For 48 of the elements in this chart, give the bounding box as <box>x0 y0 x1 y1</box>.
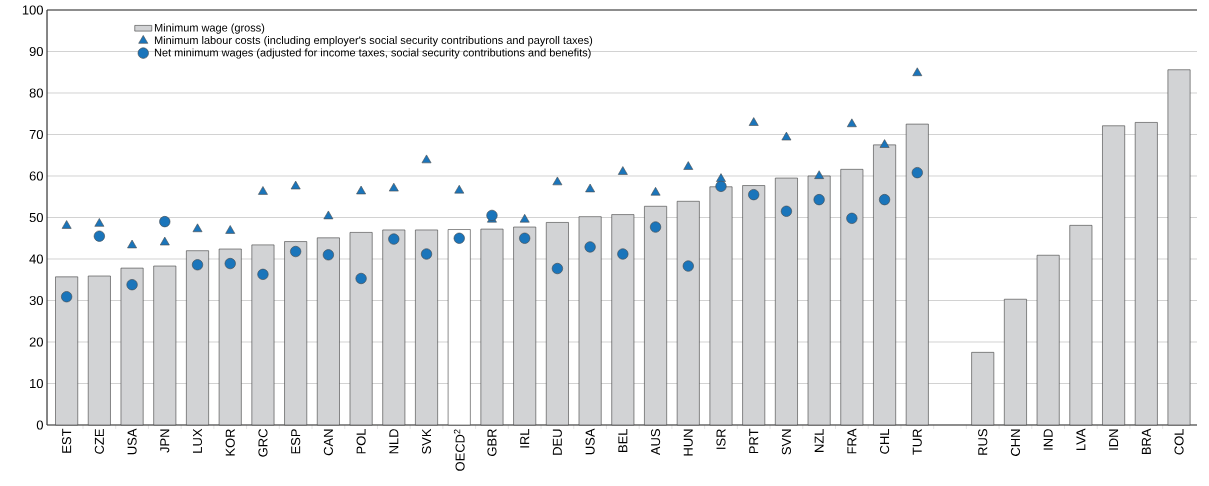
x-tick-label: GBR <box>487 429 497 456</box>
x-tick-label: POL <box>356 428 366 454</box>
x-tick-label: ISR <box>716 429 726 449</box>
x-tick-label: CHL <box>879 428 890 454</box>
x-tick-label: BEL <box>618 428 628 452</box>
legend-label: Minimum wage (gross) <box>154 23 265 34</box>
x-tick-label: CAN <box>323 429 333 456</box>
legend-label: Minimum labour costs (including employer's social security contributions and payroll taxes) <box>154 35 593 47</box>
x-tick-label: RUS <box>978 429 988 455</box>
x-tick-label: LVA <box>1076 428 1086 450</box>
x-tick-label: IDN <box>1109 429 1119 450</box>
x-tick-label: LUX <box>193 428 203 453</box>
x-tick-label: NZL <box>814 428 824 452</box>
y-tick-label: 50 <box>29 212 43 223</box>
x-tick-label: USA <box>127 428 137 455</box>
x-tick-label: JPN <box>160 429 170 453</box>
x-tick-label: CHN <box>1010 429 1021 456</box>
x-tick-label: OECD$^{2}$ <box>453 429 465 471</box>
x-tick-label: NLD <box>389 429 399 454</box>
x-tick-label: GRC <box>258 429 268 457</box>
x-tick-label: PRT <box>749 428 759 454</box>
y-tick-label: 100 <box>22 5 43 15</box>
x-tick-label: EST <box>62 428 72 453</box>
x-tick-label: FRA <box>847 428 857 454</box>
y-tick-label: 90 <box>29 46 43 57</box>
x-tick-label: BRA <box>1141 428 1151 455</box>
x-tick-label: USA <box>585 428 595 455</box>
x-tick-label: CZE <box>94 429 104 454</box>
x-tick-label: AUS <box>650 429 661 456</box>
x-tick-label: TUR <box>912 429 922 455</box>
y-tick-label: 40 <box>29 254 43 264</box>
y-tick-label: 60 <box>29 171 43 181</box>
y-tick-label: 0 <box>36 420 43 430</box>
x-tick-label: KOR <box>225 429 235 456</box>
x-tick-label: SVN <box>781 429 791 455</box>
x-tick-label: ESP <box>291 429 301 454</box>
x-tick-label: HUN <box>683 429 693 456</box>
y-tick-label: 70 <box>29 129 43 140</box>
y-tick-label: 30 <box>29 295 43 306</box>
x-tick-label: DEU <box>552 429 562 455</box>
y-tick-label: 10 <box>30 378 43 389</box>
y-tick-label: 20 <box>29 337 43 347</box>
y-tick-label: 80 <box>29 88 43 98</box>
x-tick-label: IND <box>1043 429 1053 450</box>
legend-label: Net minimum wages (adjusted for income taxes, social security contributions and benefits) <box>154 48 591 59</box>
x-tick-label: IRL <box>520 428 530 448</box>
x-tick-label: SVK <box>421 428 432 454</box>
x-tick-label: COL <box>1174 428 1184 455</box>
